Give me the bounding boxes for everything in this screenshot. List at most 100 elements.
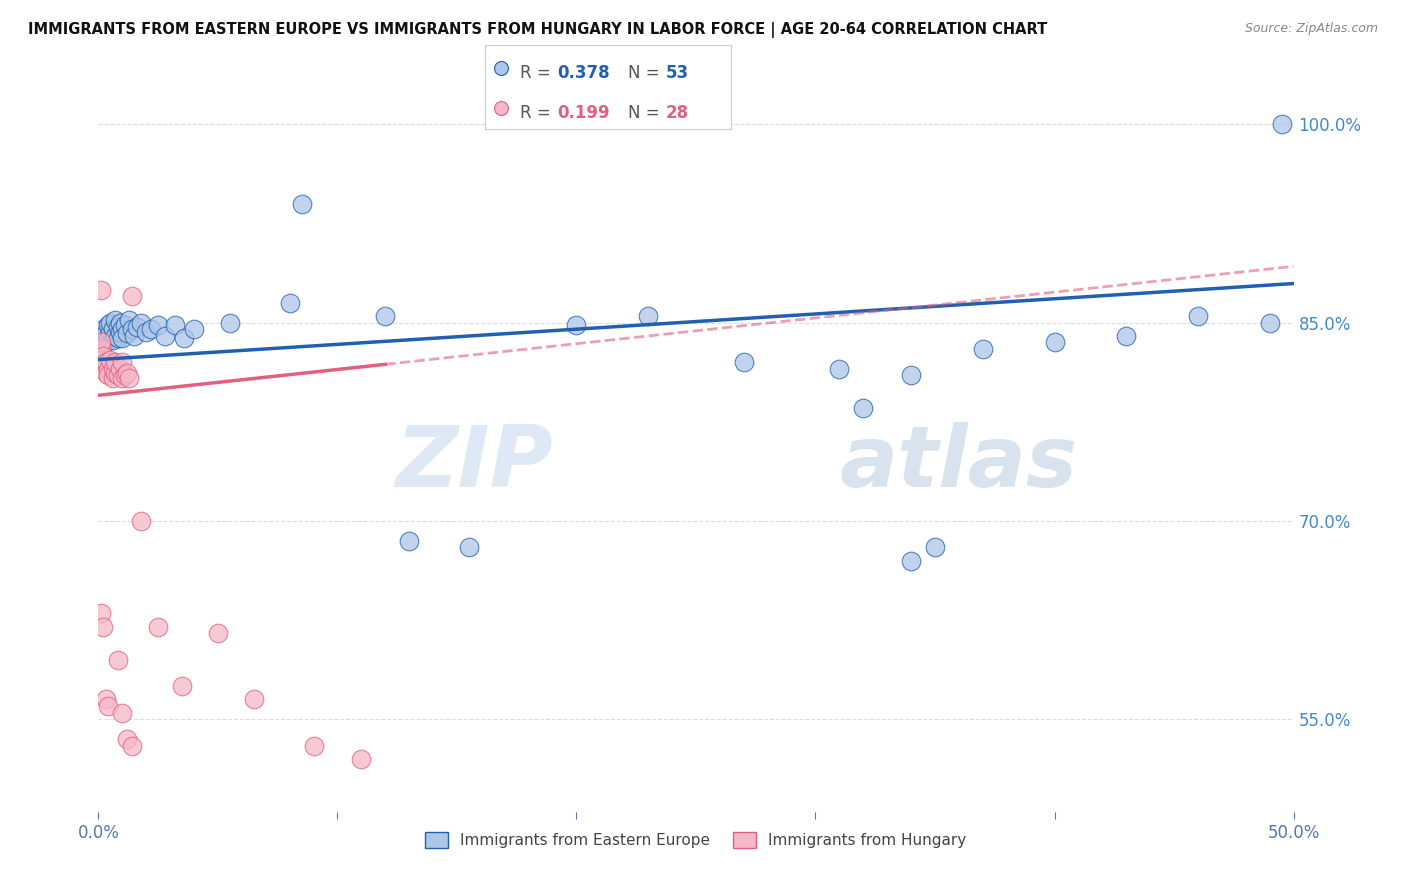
Point	[94, 335, 117, 350]
Point	[90, 607, 112, 621]
Point	[104, 355, 127, 369]
Point	[101, 371, 124, 385]
Text: atlas: atlas	[839, 422, 1077, 505]
Point	[291, 196, 314, 211]
Point	[97, 331, 120, 345]
Point	[852, 401, 875, 416]
Point	[94, 692, 117, 706]
Point	[98, 325, 122, 339]
Text: N =: N =	[627, 64, 665, 82]
Point	[104, 366, 127, 380]
Point	[97, 361, 120, 376]
Point	[155, 328, 177, 343]
Point	[91, 620, 114, 634]
Point	[565, 318, 588, 333]
Point	[1187, 309, 1209, 323]
Point	[278, 295, 301, 310]
Point	[91, 328, 114, 343]
Point	[104, 313, 127, 327]
Text: ZIP: ZIP	[395, 422, 553, 505]
Point	[458, 541, 481, 555]
Point	[183, 322, 205, 336]
Point	[121, 322, 143, 336]
Point	[1271, 117, 1294, 131]
Text: 28: 28	[666, 104, 689, 122]
Point	[90, 342, 112, 356]
Point	[398, 533, 420, 548]
Point	[114, 368, 136, 383]
Point	[118, 371, 141, 385]
Text: 0.378: 0.378	[558, 64, 610, 82]
Point	[1043, 335, 1066, 350]
Point	[94, 326, 117, 340]
Point	[350, 752, 373, 766]
Point	[972, 342, 994, 356]
Point	[172, 679, 194, 693]
Point	[107, 331, 129, 345]
Point	[115, 731, 138, 746]
Point	[124, 328, 146, 343]
Point	[828, 361, 851, 376]
Point	[115, 326, 138, 340]
Point	[302, 739, 325, 753]
Point	[91, 358, 114, 372]
Point	[108, 316, 131, 330]
Point	[114, 318, 136, 333]
Point	[118, 313, 141, 327]
Point	[115, 366, 138, 380]
Point	[107, 319, 129, 334]
Point	[121, 289, 143, 303]
Point	[111, 322, 134, 336]
Point	[111, 371, 134, 385]
Point	[101, 322, 124, 336]
Point	[90, 283, 112, 297]
Point	[111, 331, 134, 345]
Point	[98, 316, 122, 330]
Point	[135, 325, 157, 339]
Point	[131, 316, 153, 330]
Point	[131, 514, 153, 528]
Text: 0.199: 0.199	[558, 104, 610, 122]
Point	[1258, 316, 1281, 330]
Point	[173, 331, 195, 345]
Point	[139, 322, 162, 336]
Point	[94, 366, 117, 380]
Point	[489, 62, 512, 76]
Point	[163, 318, 186, 333]
Text: IMMIGRANTS FROM EASTERN EUROPE VS IMMIGRANTS FROM HUNGARY IN LABOR FORCE | AGE 2: IMMIGRANTS FROM EASTERN EUROPE VS IMMIGR…	[28, 22, 1047, 38]
Point	[148, 318, 170, 333]
Point	[111, 355, 134, 369]
Point	[207, 626, 229, 640]
Text: N =: N =	[627, 104, 665, 122]
Point	[101, 361, 124, 376]
Text: Source: ZipAtlas.com: Source: ZipAtlas.com	[1244, 22, 1378, 36]
Point	[900, 553, 922, 567]
Point	[97, 368, 120, 383]
Legend: Immigrants from Eastern Europe, Immigrants from Hungary: Immigrants from Eastern Europe, Immigran…	[418, 824, 974, 856]
Point	[107, 368, 129, 383]
Point	[733, 355, 755, 369]
Point	[97, 318, 120, 333]
Text: R =: R =	[520, 104, 555, 122]
Point	[101, 333, 124, 347]
Point	[90, 335, 112, 350]
Point	[108, 325, 131, 339]
Point	[148, 620, 170, 634]
Point	[107, 653, 129, 667]
Point	[374, 309, 396, 323]
Point	[90, 342, 112, 356]
Point	[91, 322, 114, 336]
Text: R =: R =	[520, 64, 555, 82]
Point	[121, 739, 143, 753]
Point	[91, 349, 114, 363]
Point	[924, 541, 946, 555]
Point	[94, 355, 117, 369]
Point	[1115, 328, 1137, 343]
Text: 53: 53	[666, 64, 689, 82]
Point	[243, 692, 266, 706]
Point	[125, 319, 148, 334]
Point	[104, 328, 127, 343]
Point	[219, 316, 242, 330]
Point	[97, 698, 120, 713]
Point	[108, 361, 131, 376]
